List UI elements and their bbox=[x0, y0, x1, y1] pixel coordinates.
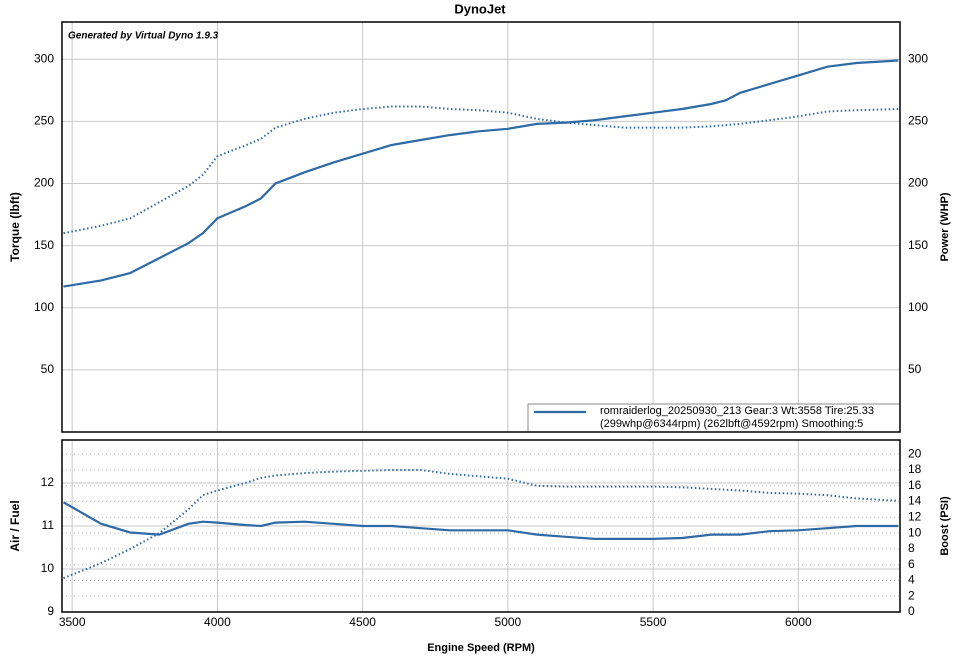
y2-tick-label: 8 bbox=[908, 541, 915, 555]
y2-tick-label: 18 bbox=[908, 462, 922, 476]
plot-frame bbox=[61, 439, 901, 613]
y2-tick-label: 250 bbox=[908, 114, 928, 128]
y-axis-label: Air / Fuel bbox=[8, 500, 22, 551]
x-tick-label: 3500 bbox=[59, 615, 86, 629]
x-axis-label: Engine Speed (RPM) bbox=[427, 642, 535, 654]
y2-tick-label: 6 bbox=[908, 557, 915, 571]
y2-tick-label: 4 bbox=[908, 573, 915, 587]
y-tick-label: 200 bbox=[34, 176, 54, 190]
y-tick-label: 250 bbox=[34, 114, 54, 128]
y-axis-label: Torque (lbft) bbox=[8, 192, 22, 262]
y2-tick-label: 200 bbox=[908, 176, 928, 190]
y-tick-label: 9 bbox=[47, 604, 54, 618]
legend-text: (299whp@6344rpm) (262lbft@4592rpm) Smoot… bbox=[600, 418, 863, 430]
x-tick-label: 5000 bbox=[495, 615, 522, 629]
y2-tick-label: 10 bbox=[908, 525, 922, 539]
plot-frame bbox=[61, 21, 901, 433]
y-tick-label: 300 bbox=[34, 51, 54, 65]
x-tick-label: 6000 bbox=[785, 615, 812, 629]
series-line bbox=[63, 59, 899, 288]
y2-tick-label: 20 bbox=[908, 446, 922, 460]
x-tick-label: 4500 bbox=[349, 615, 376, 629]
y2-tick-label: 12 bbox=[908, 509, 922, 523]
legend-text: romraiderlog_20250930_213 Gear:3 Wt:3558… bbox=[600, 405, 874, 417]
y-tick-label: 10 bbox=[41, 561, 55, 575]
y-tick-label: 11 bbox=[42, 518, 55, 532]
y-tick-label: 50 bbox=[41, 362, 55, 376]
y-tick-label: 150 bbox=[34, 238, 54, 252]
y2-tick-label: 2 bbox=[908, 588, 915, 602]
series-line bbox=[63, 469, 899, 580]
y2-tick-label: 0 bbox=[908, 604, 915, 618]
y2-tick-label: 50 bbox=[908, 362, 922, 376]
series-line bbox=[63, 105, 899, 235]
x-tick-label: 5500 bbox=[640, 615, 667, 629]
chart-title: DynoJet bbox=[454, 1, 506, 16]
series-line bbox=[62, 501, 899, 540]
x-tick-label: 4000 bbox=[204, 615, 231, 629]
y-tick-label: 100 bbox=[34, 300, 54, 314]
y2-axis-label: Boost (PSI) bbox=[939, 496, 951, 556]
y2-tick-label: 16 bbox=[908, 478, 922, 492]
watermark: Generated by Virtual Dyno 1.9.3 bbox=[68, 31, 219, 42]
y2-tick-label: 300 bbox=[908, 51, 928, 65]
y2-tick-label: 14 bbox=[908, 494, 922, 508]
y2-tick-label: 100 bbox=[908, 300, 928, 314]
y2-tick-label: 150 bbox=[908, 238, 928, 252]
y-tick-label: 12 bbox=[41, 475, 55, 489]
y2-axis-label: Power (WHP) bbox=[939, 192, 951, 261]
